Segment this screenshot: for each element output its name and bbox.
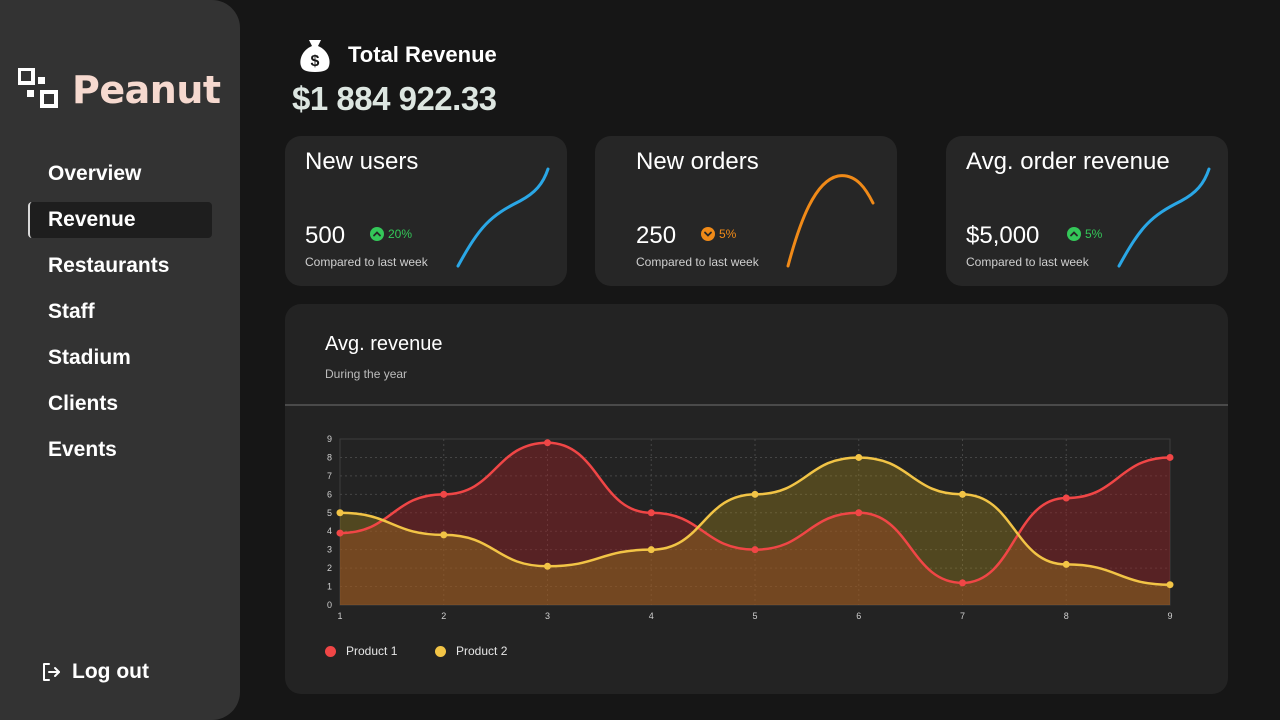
x-tick-label: 9 (1167, 611, 1172, 621)
legend-dot-icon (325, 645, 336, 657)
data-point-product-1 (959, 579, 966, 587)
y-tick-label: 4 (327, 526, 332, 536)
y-tick-label: 7 (327, 471, 332, 481)
chevron-up-icon (1067, 227, 1081, 241)
legend-dot-icon (435, 645, 446, 657)
sidebar-item-clients[interactable]: Clients (48, 392, 119, 415)
x-tick-label: 4 (649, 611, 654, 621)
data-point-product-2 (855, 453, 863, 461)
data-point-product-2 (336, 509, 344, 517)
qr-squares-icon (18, 68, 58, 108)
data-point-product-1 (440, 490, 448, 498)
y-tick-label: 8 (327, 452, 332, 462)
change-value: 5% (719, 227, 737, 241)
data-point-product-2 (1166, 581, 1174, 589)
brand[interactable]: Peanut (18, 68, 221, 112)
card-subtitle: Compared to last week (305, 255, 428, 269)
total-revenue-label: Total Revenue (348, 42, 497, 67)
data-point-product-2 (440, 531, 448, 539)
data-point-product-1 (1166, 453, 1174, 461)
card-title: New users (305, 148, 419, 175)
data-point-product-2 (544, 562, 551, 570)
y-tick-label: 6 (327, 489, 332, 499)
legend-item-product-1[interactable]: Product 1 (325, 644, 397, 658)
sidebar-nav: Overview Revenue Restaurants Staff Stadi… (28, 156, 212, 478)
sidebar-item-restaurants[interactable]: Restaurants (48, 254, 170, 277)
logout-icon (43, 663, 60, 681)
chevron-up-icon (370, 227, 384, 241)
card-title: Avg. order revenue (966, 148, 1170, 175)
x-tick-label: 5 (752, 611, 757, 621)
legend-item-product-2[interactable]: Product 2 (435, 644, 507, 658)
total-revenue-value: $1 884 922.33 (292, 80, 497, 117)
sidebar-item-revenue[interactable]: Revenue (28, 202, 212, 238)
y-tick-label: 2 (327, 563, 332, 573)
x-tick-label: 7 (960, 611, 965, 621)
change-value: 20% (388, 227, 413, 241)
x-tick-label: 1 (337, 611, 342, 621)
x-tick-label: 2 (441, 611, 446, 621)
card-value: 500 (305, 222, 346, 249)
new-users-sparkline (456, 167, 550, 268)
logout-label: Log out (72, 660, 149, 683)
data-point-product-1 (1062, 494, 1070, 502)
x-tick-label: 6 (856, 611, 861, 621)
legend-label: Product 1 (346, 644, 398, 658)
data-point-product-1 (544, 439, 551, 447)
x-tick-label: 3 (545, 611, 550, 621)
new-orders-sparkline (786, 174, 875, 268)
chart-subtitle: During the year (325, 367, 408, 381)
card-subtitle: Compared to last week (966, 255, 1089, 269)
avg-order-revenue-sparkline (1117, 167, 1211, 268)
data-point-product-2 (959, 490, 966, 498)
data-point-product-1 (855, 509, 863, 517)
legend-label: Product 2 (456, 644, 508, 658)
sidebar-item-staff[interactable]: Staff (48, 300, 95, 323)
sidebar-item-stadium[interactable]: Stadium (48, 346, 131, 369)
chart-title: Avg. revenue (325, 333, 443, 355)
total-revenue-header: $ Total Revenue (296, 36, 497, 74)
svg-text:$: $ (311, 53, 320, 70)
brand-name: Peanut (72, 68, 221, 112)
sidebar-item-overview[interactable]: Overview (48, 162, 142, 185)
change-badge: 20% (370, 227, 412, 241)
data-point-product-2 (1062, 560, 1070, 568)
divider (285, 404, 1228, 406)
new-orders-card[interactable]: New orders 250 5% Compared to last week (595, 136, 897, 286)
change-badge: 5% (1067, 227, 1102, 241)
data-point-product-2 (751, 490, 759, 498)
sidebar: Peanut Overview Revenue Restaurants Staf… (0, 0, 240, 720)
data-point-product-2 (647, 546, 655, 554)
logout-button[interactable]: Log out (40, 660, 149, 684)
chevron-down-icon (701, 227, 715, 241)
change-value: 5% (1085, 227, 1103, 241)
new-users-card[interactable]: New users 500 20% Compared to last week (285, 136, 567, 286)
money-bag-icon: $ (300, 40, 330, 72)
card-value: $5,000 (966, 222, 1040, 249)
x-tick-label: 8 (1064, 611, 1069, 621)
data-point-product-1 (751, 546, 759, 554)
card-title: New orders (636, 148, 759, 175)
data-point-product-1 (336, 529, 344, 537)
change-badge: 5% (701, 227, 736, 241)
card-subtitle: Compared to last week (636, 255, 759, 269)
card-value: 250 (636, 222, 677, 249)
y-tick-label: 3 (327, 545, 332, 555)
y-tick-label: 1 (327, 582, 332, 592)
sidebar-item-events[interactable]: Events (48, 438, 117, 461)
y-tick-label: 9 (327, 434, 332, 444)
avg-order-revenue-card[interactable]: Avg. order revenue $5,000 5% Compared to… (946, 136, 1228, 286)
data-point-product-1 (647, 509, 655, 517)
y-tick-label: 5 (327, 508, 332, 518)
y-tick-label: 0 (327, 600, 332, 610)
